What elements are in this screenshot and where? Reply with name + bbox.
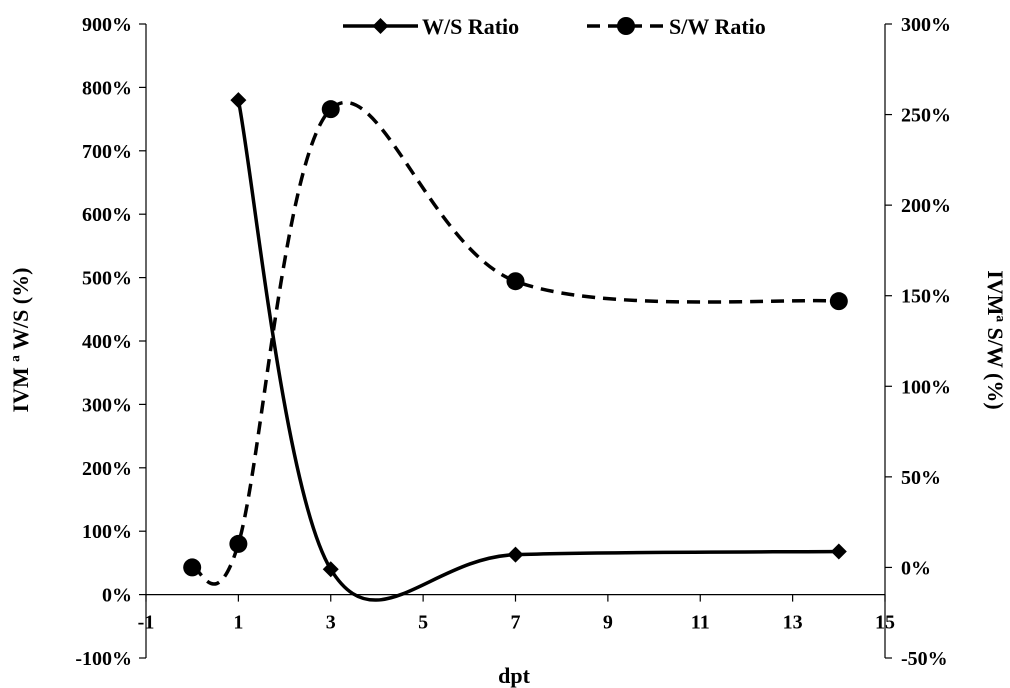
data-point-circle xyxy=(229,534,248,553)
legend: W/S Ratio S/W Ratio xyxy=(343,14,766,39)
series-line xyxy=(236,99,839,602)
legend-label: W/S Ratio xyxy=(422,14,519,39)
y-left-tick-label: 200% xyxy=(82,458,132,480)
series-sw-ratio xyxy=(183,100,848,586)
legend-label: S/W Ratio xyxy=(669,14,766,39)
y-left-tick-label: 600% xyxy=(82,204,132,226)
y-left-tick-label: 500% xyxy=(82,268,132,290)
data-point-circle xyxy=(183,558,202,577)
y-left-tick-label: 300% xyxy=(82,394,132,416)
x-tick-label: 11 xyxy=(691,612,710,634)
x-tick-label: 13 xyxy=(783,612,803,634)
x-axis-title: dpt xyxy=(498,663,530,688)
y-axis-left-title: IVM ª W/S (%) xyxy=(8,268,33,413)
y-right-tick-label: 300% xyxy=(901,14,951,36)
data-point-diamond xyxy=(322,561,339,578)
y-left-tick-label: 400% xyxy=(82,331,132,353)
legend-item: W/S Ratio xyxy=(343,14,519,39)
x-tick-label: 1 xyxy=(233,612,243,634)
y-left-tick-label: 900% xyxy=(82,14,132,36)
series-ws-ratio xyxy=(230,92,847,602)
y-axis-right-title: IVMª S/W (%) xyxy=(983,270,1008,409)
series-line xyxy=(191,100,839,586)
data-point-diamond xyxy=(830,543,847,560)
y-right-tick-label: 250% xyxy=(901,105,951,127)
x-tick-label: 7 xyxy=(511,612,521,634)
data-point-circle xyxy=(321,100,340,119)
axes: -100% 0% 100% 200% 300% 400% 500% 600% 700% 800% 9… xyxy=(75,14,951,670)
data-point-diamond xyxy=(230,92,247,109)
y-left-tick-label: 0% xyxy=(102,585,132,607)
data-point-diamond xyxy=(507,546,524,563)
x-tick-label: 9 xyxy=(603,612,613,634)
data-point-circle xyxy=(829,292,848,311)
legend-item: S/W Ratio xyxy=(587,14,766,39)
x-tick-label: 3 xyxy=(326,612,336,634)
y-left-tick-label: 800% xyxy=(82,77,132,99)
y-right-tick-label: 0% xyxy=(901,557,931,579)
legend-marker xyxy=(617,17,635,35)
y-right-tick-label: 150% xyxy=(901,286,951,308)
y-right-tick-label: 50% xyxy=(901,467,941,489)
y-right-tick-label: -50% xyxy=(901,648,948,670)
y-right-tick-label: 200% xyxy=(901,195,951,217)
y-left-tick-label: -100% xyxy=(75,648,132,670)
legend-marker xyxy=(372,18,389,34)
data-point-circle xyxy=(506,272,525,291)
y-left-tick-label: 700% xyxy=(82,141,132,163)
series-layer xyxy=(183,92,848,602)
y-right-tick-label: 100% xyxy=(901,376,951,398)
x-tick-label: 15 xyxy=(875,612,895,634)
y-left-tick-label: 100% xyxy=(82,521,132,543)
x-tick-label: 5 xyxy=(418,612,428,634)
x-tick-label: -1 xyxy=(138,612,155,634)
